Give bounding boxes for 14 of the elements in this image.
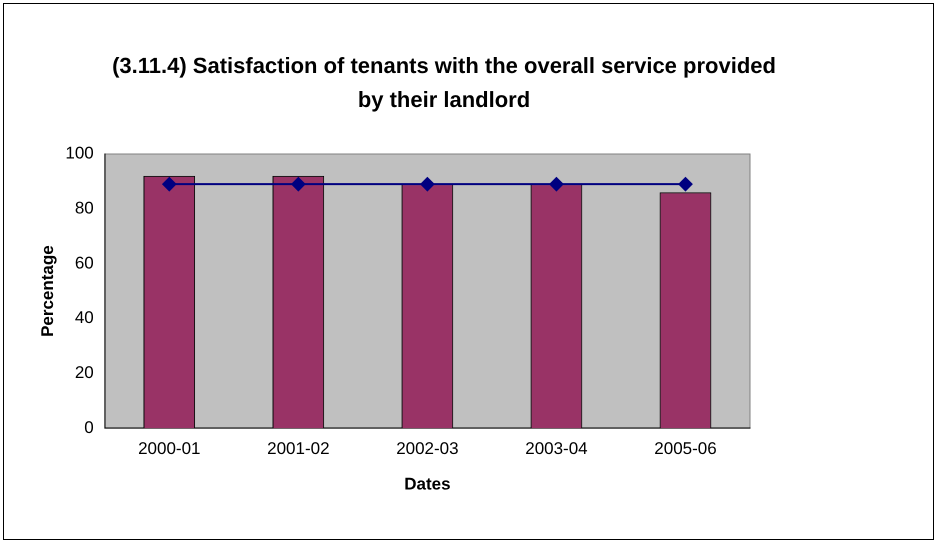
y-tick-label: 100 [65, 144, 94, 163]
x-axis-title: Dates [404, 474, 451, 494]
x-tick-label: 2001-02 [267, 439, 330, 458]
x-tick-label: 2003-04 [525, 439, 588, 458]
x-tick-label: 2000-01 [138, 439, 200, 458]
y-tick-label: 60 [74, 253, 94, 272]
y-tick-label: 20 [74, 363, 94, 382]
x-tick-label: 2002-03 [396, 439, 459, 458]
y-tick-label: 0 [84, 418, 94, 437]
chart-title: (3.11.4) Satisfaction of tenants with the overall service provided by their landlord [111, 52, 777, 114]
y-tick-label: 80 [74, 198, 94, 218]
y-axis-title: Percentage [38, 245, 57, 337]
y-tick-label: 40 [74, 308, 94, 328]
x-tick-label: 2005-06 [654, 439, 717, 458]
